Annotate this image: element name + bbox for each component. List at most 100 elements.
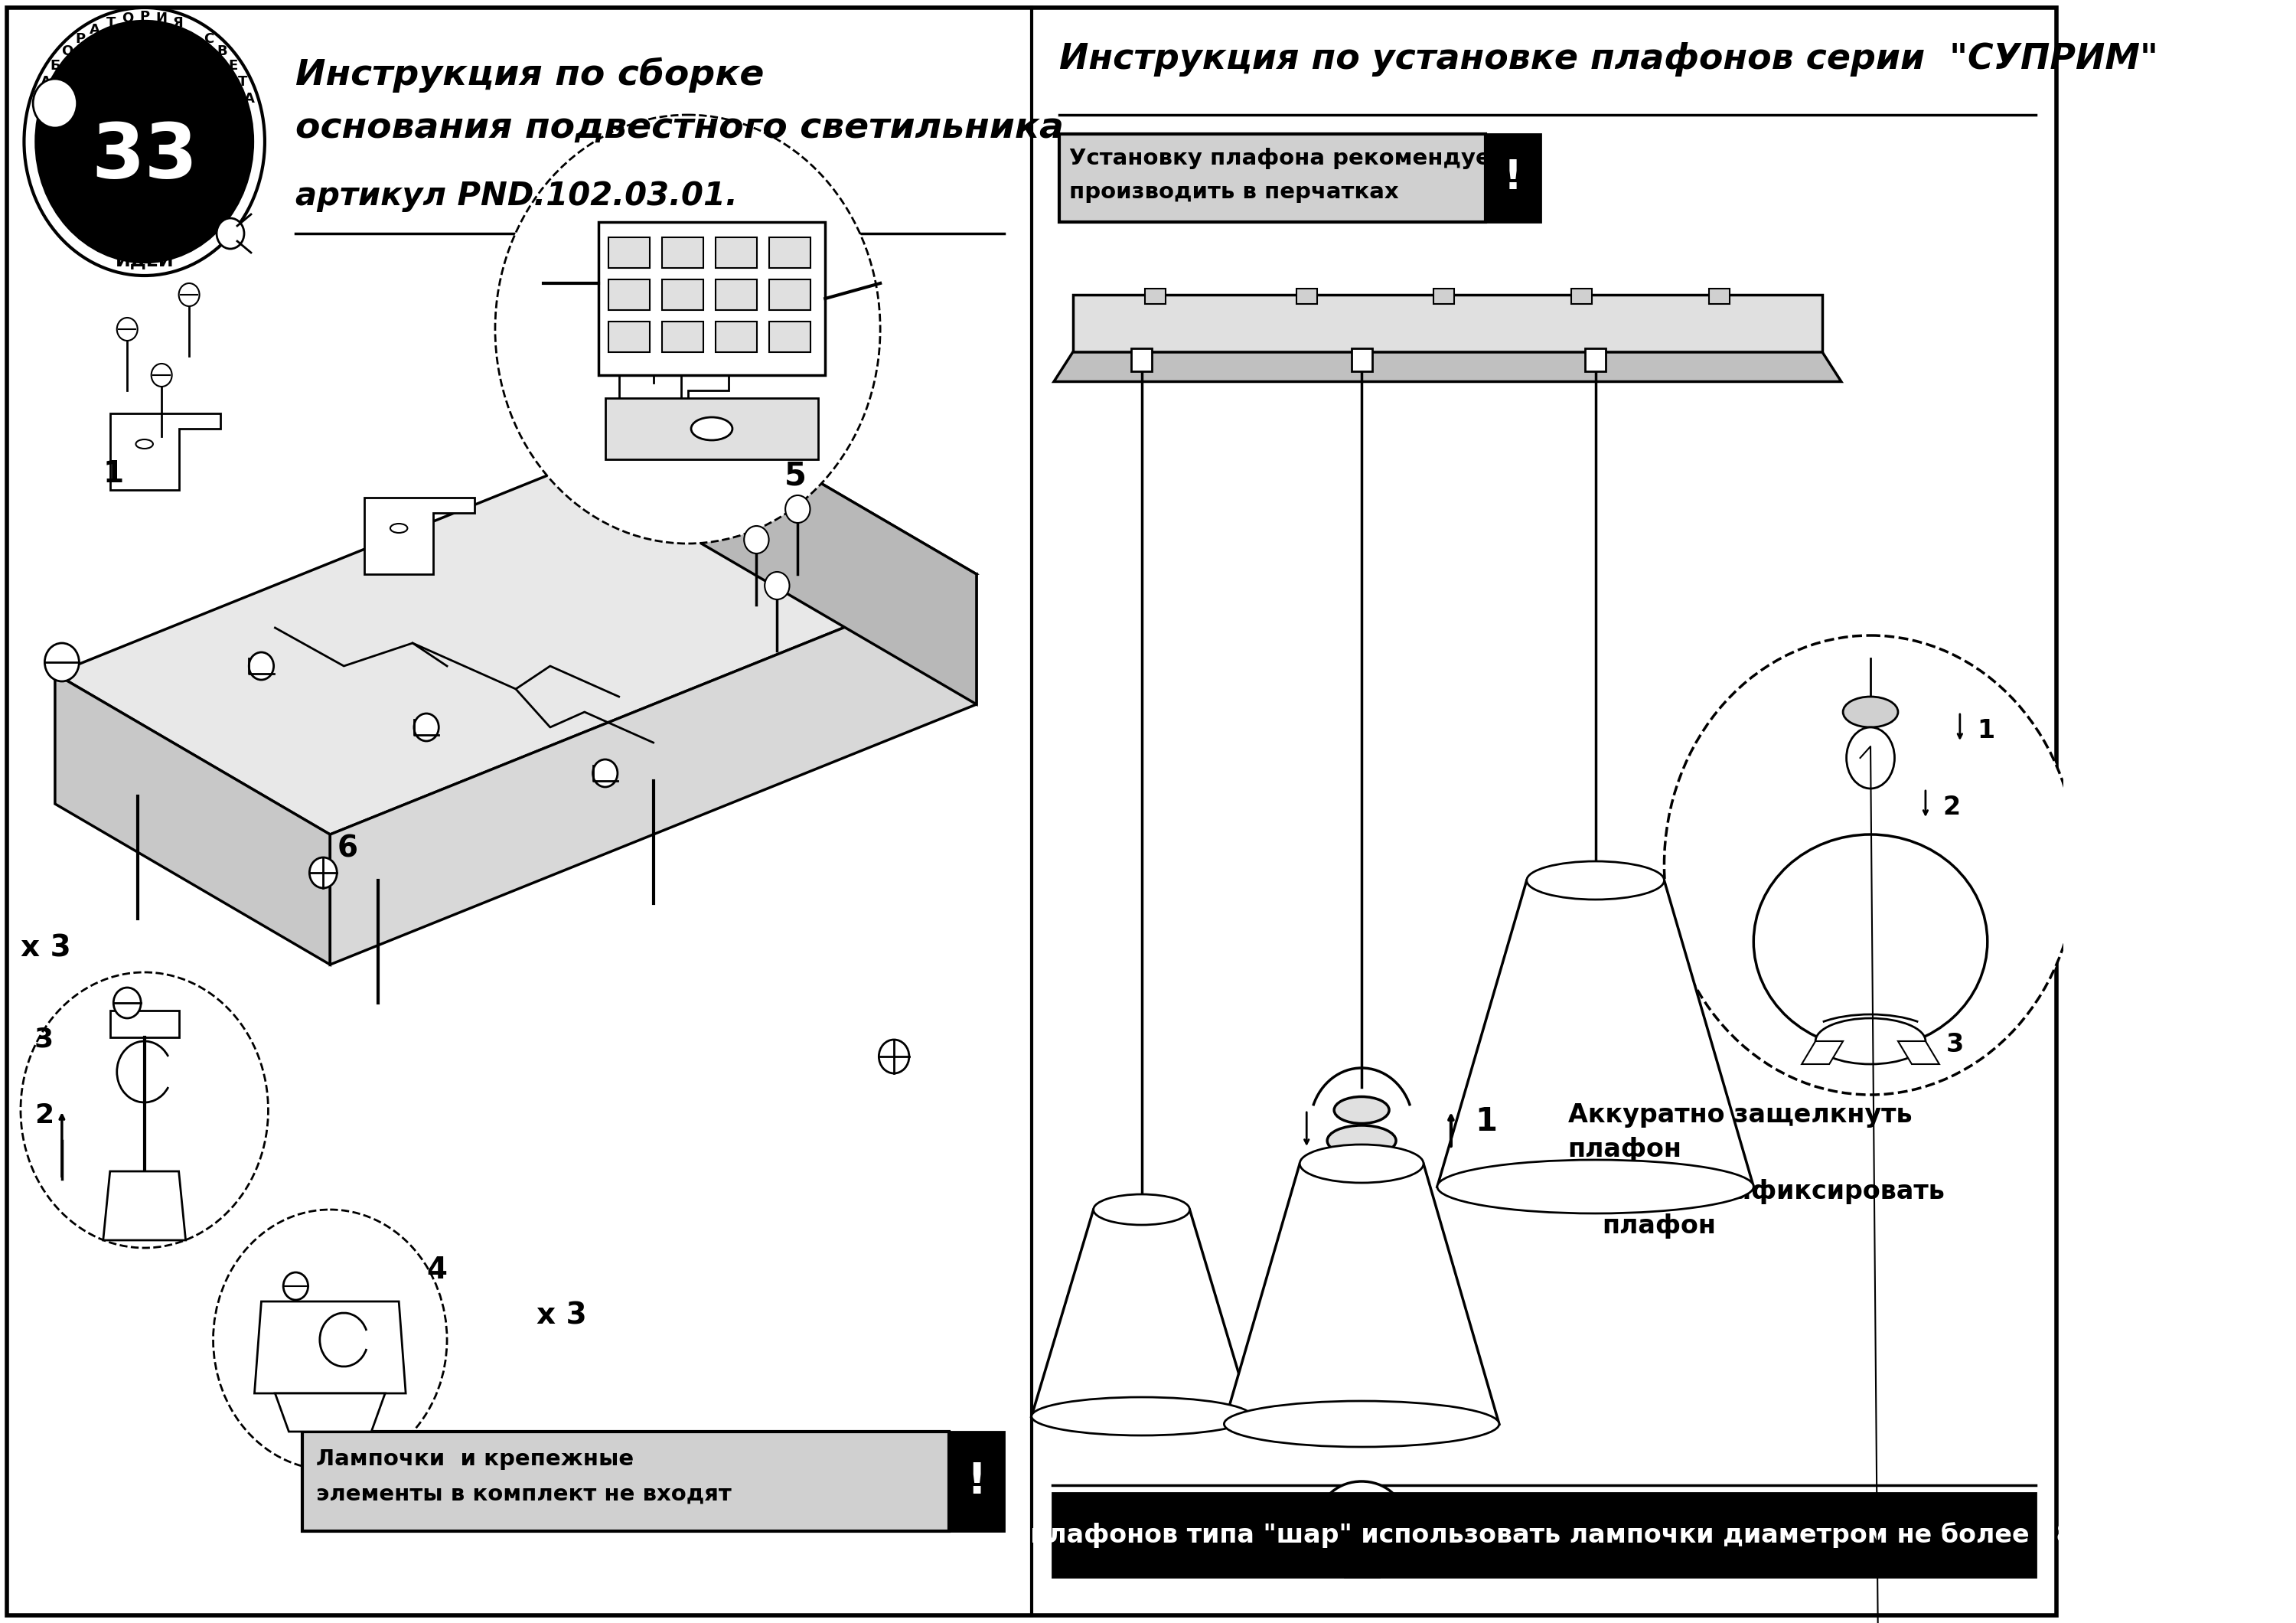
Text: 2: 2 xyxy=(1568,1178,1591,1211)
Polygon shape xyxy=(1437,880,1754,1186)
Text: 3: 3 xyxy=(1947,1032,1963,1058)
Bar xyxy=(1058,135,1486,222)
Text: С: С xyxy=(204,32,214,47)
Ellipse shape xyxy=(1224,1401,1499,1448)
Bar xyxy=(1352,349,1373,372)
Bar xyxy=(1570,289,1591,304)
Circle shape xyxy=(37,23,250,260)
Text: 2: 2 xyxy=(1474,1178,1497,1211)
Bar xyxy=(769,279,810,310)
Bar xyxy=(1297,289,1318,304)
Circle shape xyxy=(44,643,78,682)
Text: 1: 1 xyxy=(103,459,124,489)
Circle shape xyxy=(32,80,78,128)
Ellipse shape xyxy=(1327,1125,1396,1156)
Text: Р: Р xyxy=(76,32,85,47)
Circle shape xyxy=(765,571,790,599)
Text: 1: 1 xyxy=(1474,1105,1497,1138)
Ellipse shape xyxy=(1844,696,1899,727)
Polygon shape xyxy=(55,414,976,834)
Text: 4: 4 xyxy=(427,1256,448,1285)
Circle shape xyxy=(496,115,879,544)
Bar xyxy=(948,1431,1003,1530)
Circle shape xyxy=(248,652,273,680)
Bar xyxy=(661,321,703,352)
Text: плафон: плафон xyxy=(1568,1136,1683,1162)
Bar xyxy=(303,1431,948,1530)
Polygon shape xyxy=(1899,1042,1940,1065)
Ellipse shape xyxy=(51,57,236,242)
Ellipse shape xyxy=(1754,834,1988,1048)
Text: элементы в комплект не входят: элементы в комплект не входят xyxy=(317,1483,732,1505)
Polygon shape xyxy=(331,575,976,964)
Ellipse shape xyxy=(691,417,732,440)
Text: !: ! xyxy=(1504,157,1522,198)
Ellipse shape xyxy=(1437,1160,1754,1214)
Circle shape xyxy=(152,364,172,386)
Circle shape xyxy=(214,1209,448,1470)
Text: Аккуратно защелкнуть: Аккуратно защелкнуть xyxy=(1568,1102,1913,1128)
Text: 2: 2 xyxy=(1942,795,1961,820)
Text: Лампочки  и крепежные: Лампочки и крепежные xyxy=(317,1448,634,1470)
Ellipse shape xyxy=(1846,727,1894,789)
Polygon shape xyxy=(276,1393,386,1431)
Bar xyxy=(716,237,758,268)
Bar xyxy=(1052,1493,2037,1578)
Circle shape xyxy=(785,495,810,523)
Bar xyxy=(1486,135,1541,222)
Bar xyxy=(608,321,650,352)
Text: x 3: x 3 xyxy=(21,933,71,962)
Text: Для плафонов типа "шар" использовать лампочки диаметром не более 38 мм: Для плафонов типа "шар" использовать лам… xyxy=(964,1522,2124,1548)
Circle shape xyxy=(310,857,338,888)
Ellipse shape xyxy=(135,440,154,448)
Polygon shape xyxy=(55,674,331,964)
Polygon shape xyxy=(703,414,976,704)
Ellipse shape xyxy=(1300,1144,1424,1183)
Ellipse shape xyxy=(1816,1018,1926,1065)
Text: А: А xyxy=(90,23,101,37)
Text: Т: Т xyxy=(239,75,248,89)
Ellipse shape xyxy=(1031,1397,1251,1435)
Polygon shape xyxy=(1224,1164,1499,1423)
Circle shape xyxy=(282,1272,308,1300)
Circle shape xyxy=(744,526,769,553)
Text: артикул PND.102.03.01.: артикул PND.102.03.01. xyxy=(296,180,737,213)
Polygon shape xyxy=(1054,352,1841,381)
Bar xyxy=(661,279,703,310)
Bar xyxy=(606,398,817,459)
Bar xyxy=(1433,289,1453,304)
Text: 3: 3 xyxy=(1568,1519,1591,1552)
Text: производить в перчатках: производить в перчатках xyxy=(1070,182,1398,203)
Circle shape xyxy=(879,1040,909,1073)
Ellipse shape xyxy=(645,401,661,411)
Polygon shape xyxy=(103,1172,186,1240)
Circle shape xyxy=(216,217,243,248)
Bar xyxy=(661,237,703,268)
Bar xyxy=(1132,349,1153,372)
Polygon shape xyxy=(255,1302,406,1393)
Bar xyxy=(769,321,810,352)
Text: Инструкция по сборке: Инструкция по сборке xyxy=(296,57,765,93)
Text: О: О xyxy=(122,11,133,26)
Circle shape xyxy=(592,760,618,787)
Text: Л: Л xyxy=(34,93,46,105)
Polygon shape xyxy=(1031,1209,1251,1417)
Circle shape xyxy=(48,34,241,248)
Text: Инструкция по установке плафонов серии  "СУПРИМ": Инструкция по установке плафонов серии "… xyxy=(1058,42,2158,76)
Bar xyxy=(1146,289,1166,304)
Text: x 3: x 3 xyxy=(537,1302,588,1331)
Text: плафон: плафон xyxy=(1603,1214,1715,1238)
Bar xyxy=(608,279,650,310)
Polygon shape xyxy=(620,375,728,451)
Ellipse shape xyxy=(1527,862,1665,899)
Ellipse shape xyxy=(1093,1195,1189,1225)
Bar xyxy=(599,222,824,375)
Text: Плотно зафиксировать: Плотно зафиксировать xyxy=(1603,1178,1945,1204)
Text: 2: 2 xyxy=(34,1102,53,1128)
Text: А: А xyxy=(243,93,255,105)
Text: Установку плафона рекомендуем: Установку плафона рекомендуем xyxy=(1070,148,1508,169)
Circle shape xyxy=(113,987,140,1018)
Bar xyxy=(110,1011,179,1037)
Text: 3: 3 xyxy=(34,1026,53,1052)
Ellipse shape xyxy=(1320,1482,1403,1550)
